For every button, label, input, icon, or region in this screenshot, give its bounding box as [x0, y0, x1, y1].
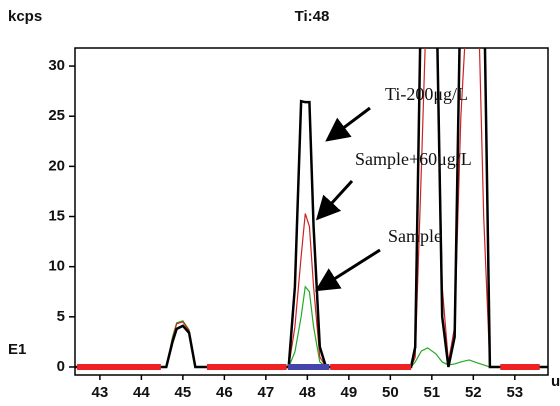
- y-tick-label: 5: [57, 308, 65, 325]
- plot-area: [75, 48, 548, 369]
- y-tick-label: 10: [48, 258, 65, 275]
- x-tick-label: 52: [465, 384, 482, 401]
- detector-label: E1: [8, 341, 26, 358]
- x-tick-label: 48: [299, 384, 316, 401]
- y-tick-label: 20: [48, 157, 65, 174]
- y-tick-label: 0: [57, 358, 65, 375]
- x-tick-label: 43: [92, 384, 109, 401]
- x-tick-label: 49: [340, 384, 357, 401]
- plot-frame: [74, 47, 549, 376]
- x-tick-label: 46: [216, 384, 233, 401]
- y-tick-label: 30: [48, 57, 65, 74]
- arrow: [314, 248, 381, 292]
- y-tick-label: 15: [48, 207, 65, 224]
- x-tick-label: 47: [258, 384, 275, 401]
- annotation: Sample: [388, 226, 442, 246]
- chart-title: Ti:48: [295, 8, 330, 25]
- x-tick-label: 53: [506, 384, 523, 401]
- x-tick-label: 51: [423, 384, 440, 401]
- y-axis-label: kcps: [8, 8, 42, 25]
- x-tick-label: 44: [133, 384, 150, 401]
- y-tick-label: 25: [48, 107, 65, 124]
- series-line: [75, 285, 548, 368]
- annotation: Ti-200μg/L: [385, 84, 468, 104]
- annotation: Sample+60μg/L: [355, 149, 472, 169]
- arrow: [325, 106, 371, 142]
- x-tick-label: 45: [175, 384, 192, 401]
- x-axis-label: u: [551, 373, 560, 390]
- x-tick-label: 50: [382, 384, 399, 401]
- arrow: [315, 179, 354, 221]
